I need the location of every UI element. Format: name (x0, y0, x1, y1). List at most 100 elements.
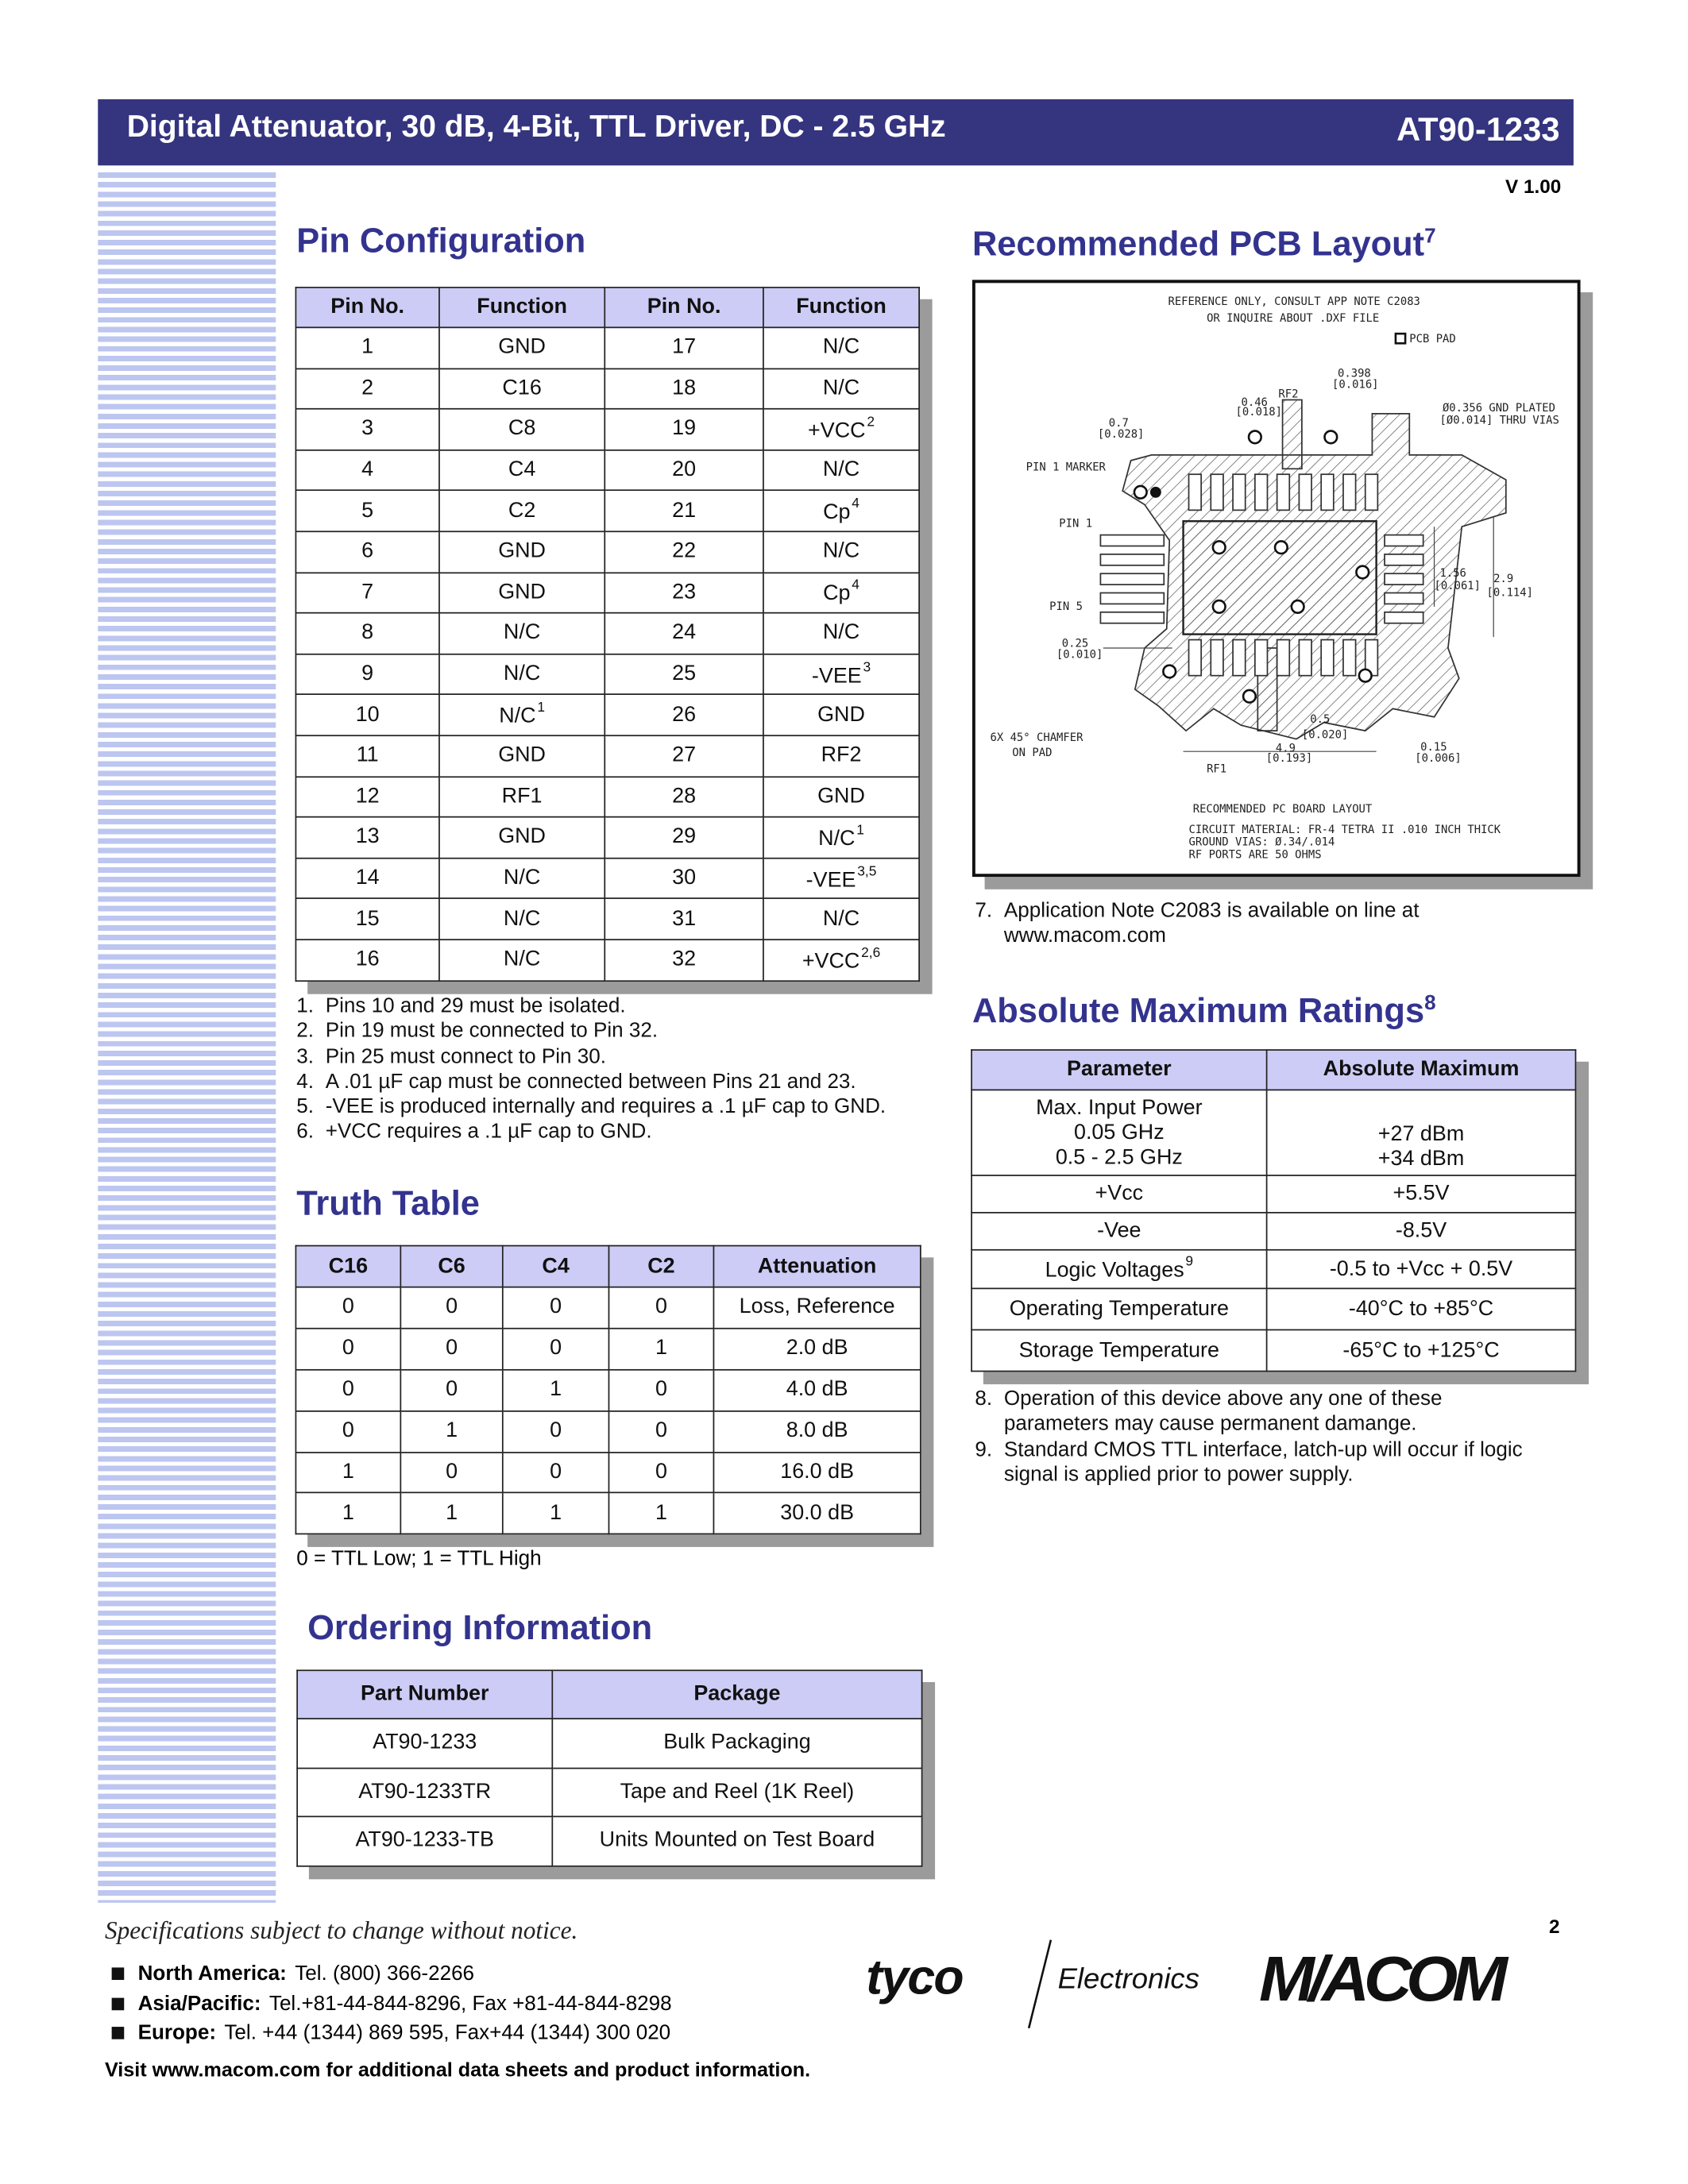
section-title: Ordering Information (307, 1609, 652, 1649)
bullet (111, 2027, 125, 2039)
cell-text: Logic Voltages (1045, 1259, 1184, 1283)
table-row: 12 RF1 28 GND (295, 775, 920, 818)
cell-text: 0 (446, 1460, 458, 1484)
section-title: Absolute Maximum Ratings8 (972, 991, 1436, 1032)
cell-text: GND (817, 702, 865, 727)
cell-text: GND (498, 824, 547, 849)
table-cell: GND (438, 531, 606, 573)
note-text: A .01 µF cap must be connected between P… (325, 1070, 856, 1094)
cell-text: N/C (503, 906, 541, 931)
notes: 7. Application Note C2083 is available on… (975, 899, 1419, 950)
table-row: 15 N/C 31 N/C (295, 897, 920, 940)
part-number: AT90-1233 (1396, 111, 1560, 149)
table-row: +Vcc +5.5V (971, 1175, 1577, 1214)
table-row: -Vee -8.5V (971, 1212, 1577, 1251)
note-text: Pin 25 must connect to Pin 30. (325, 1044, 606, 1068)
section-title-text-superscript: 7 (1424, 224, 1436, 249)
table-cell: 0 (400, 1327, 504, 1371)
table-cell: GND (763, 775, 920, 818)
pin-pad (1384, 554, 1424, 566)
cell-text: N/C (503, 866, 541, 889)
table-cell: 16.0 dB (713, 1451, 921, 1494)
table-cell: N/C 1 (763, 816, 920, 859)
pcb-label: CIRCUIT MATERIAL: FR-4 TETRA II .010 INC… (1189, 824, 1501, 836)
cell-text: 1 (550, 1377, 562, 1402)
header-bar (98, 98, 1574, 166)
pcb-label: [0.061] (1435, 580, 1481, 592)
cell-text: Units Mounted on Test Board (599, 1828, 875, 1853)
cell-text: C4 (508, 457, 536, 482)
cell-text: C8 (508, 417, 536, 441)
cell-text-superscript: 3 (863, 659, 871, 675)
table-cell: 14 (295, 857, 440, 900)
logo-divider (1027, 1939, 1053, 2029)
section-title: Pin Configuration (296, 222, 585, 262)
pin-pad (1384, 592, 1424, 605)
cell-text: -VEE (811, 664, 862, 688)
via (1162, 664, 1177, 679)
pin-pad (1188, 639, 1203, 677)
pcb-label: [0.114] (1487, 587, 1533, 600)
note-number: 7. (975, 898, 993, 923)
pcb-label: 2.9 (1493, 573, 1513, 585)
table-cell: 1 (400, 1410, 504, 1453)
table-cell: N/C 1 (438, 693, 606, 736)
table-cell: +VCC 2 (763, 408, 920, 451)
cell-text: Tape and Reel (1K Reel) (620, 1779, 855, 1804)
cell-text-line: +34 dBm (1377, 1147, 1465, 1171)
table-cell: N/C (438, 939, 606, 982)
absolute-maximum-table: Parameter Absolute Maximum Max. Input Powe… (971, 1049, 1577, 1372)
contact-text: Tel.+81-44-844-8296, Fax +81-44-844-8298 (268, 1991, 672, 2016)
note-number: 9. (975, 1437, 993, 1461)
pcb-label: OR INQUIRE ABOUT .DXF FILE (1207, 312, 1379, 325)
cell-text: 0 (550, 1460, 562, 1484)
cell-text: -8.5V (1395, 1218, 1447, 1243)
note-line: 5. -VEE is produced internally and requir… (296, 1095, 886, 1121)
table-cell: AT90-1233-TB (296, 1815, 554, 1866)
cell-text-line: 0.05 GHz (1073, 1120, 1165, 1144)
document-title: Digital Attenuator, 30 dB, 4-Bit, TTL Dr… (126, 109, 946, 144)
cell-text: Bulk Packaging (663, 1731, 811, 1754)
cell-text-superscript: 2 (867, 415, 875, 430)
table-cell: 5 (295, 489, 440, 533)
tyco-logo: tyco (866, 1948, 964, 2005)
pcb-label: PIN 5 (1049, 600, 1083, 613)
cell-text: 31 (672, 906, 697, 931)
table-cell: Tape and Reel (1K Reel) (551, 1766, 923, 1818)
via (1358, 668, 1373, 683)
table-cell: 30 (604, 857, 764, 900)
note-text: Application Note C2083 is available on l… (1003, 898, 1420, 923)
table-cell: 19 (604, 408, 764, 451)
cell-text: 0 (550, 1418, 562, 1443)
cell-text: 2 (361, 376, 374, 400)
cell-text: 0 (655, 1460, 667, 1484)
table-cell: 21 (604, 489, 764, 533)
note-text: Operation of this device above any one o… (1003, 1387, 1443, 1411)
pcb-label: RF1 (1207, 763, 1226, 776)
pcb-label: [0.016] (1332, 378, 1378, 391)
pcb-label: GROUND VIAS: Ø.34/.014 (1189, 836, 1335, 849)
cell-text: 9 (361, 662, 374, 685)
table-cell: 0 (400, 1286, 504, 1329)
cell-text: 28 (672, 784, 697, 808)
pin-pad (1188, 473, 1203, 511)
pin-pad (1099, 554, 1165, 566)
cell-text: AT90-1233-TB (355, 1828, 494, 1853)
note-line: 8. Operation of this device above any one… (975, 1387, 1522, 1413)
table-cell: 9 (295, 653, 440, 696)
column-header: Function (438, 287, 606, 329)
cell-text: Cp (823, 582, 851, 606)
table-cell: GND (438, 735, 606, 778)
cell-text: 0 (446, 1295, 458, 1319)
cell-text: 14 (355, 866, 380, 889)
table-cell: 31 (604, 897, 764, 940)
note-line: 7. Application Note C2083 is available on… (975, 899, 1419, 924)
table-cell: GND (438, 571, 606, 614)
note-line: 9. Standard CMOS TTL interface, latch-up … (975, 1437, 1522, 1463)
rf2-trace (1281, 399, 1303, 470)
table-cell: GND (438, 816, 606, 859)
cell-text: 8.0 dB (786, 1418, 848, 1443)
contact-label: North America: (137, 1962, 287, 1985)
table-cell: 22 (604, 531, 764, 573)
